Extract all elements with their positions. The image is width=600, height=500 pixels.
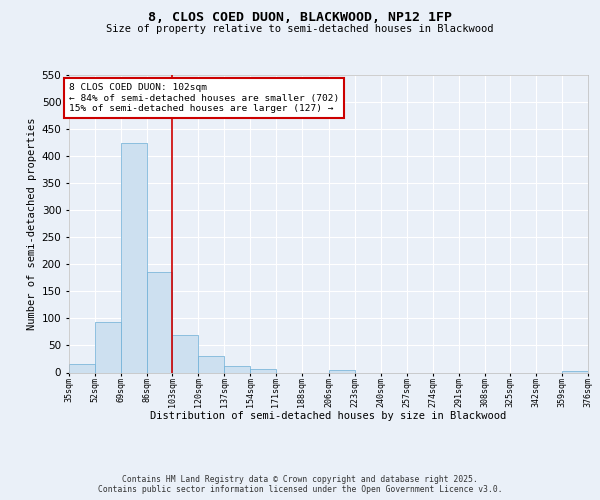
Bar [146,272,172,372]
Bar [329,370,355,372]
Text: Size of property relative to semi-detached houses in Blackwood: Size of property relative to semi-detach… [106,24,494,34]
X-axis label: Distribution of semi-detached houses by size in Blackwood: Distribution of semi-detached houses by … [151,411,506,421]
Y-axis label: Number of semi-detached properties: Number of semi-detached properties [28,118,37,330]
Text: 8 CLOS COED DUON: 102sqm
← 84% of semi-detached houses are smaller (702)
15% of : 8 CLOS COED DUON: 102sqm ← 84% of semi-d… [69,83,339,113]
Bar [95,322,121,372]
Bar [250,368,276,372]
Bar [199,356,224,372]
Text: Contains HM Land Registry data © Crown copyright and database right 2025.
Contai: Contains HM Land Registry data © Crown c… [98,474,502,494]
Bar [224,366,250,372]
Bar [69,364,95,372]
Bar [562,371,588,372]
Bar [121,142,146,372]
Text: 8, CLOS COED DUON, BLACKWOOD, NP12 1FP: 8, CLOS COED DUON, BLACKWOOD, NP12 1FP [148,11,452,24]
Bar [172,335,199,372]
